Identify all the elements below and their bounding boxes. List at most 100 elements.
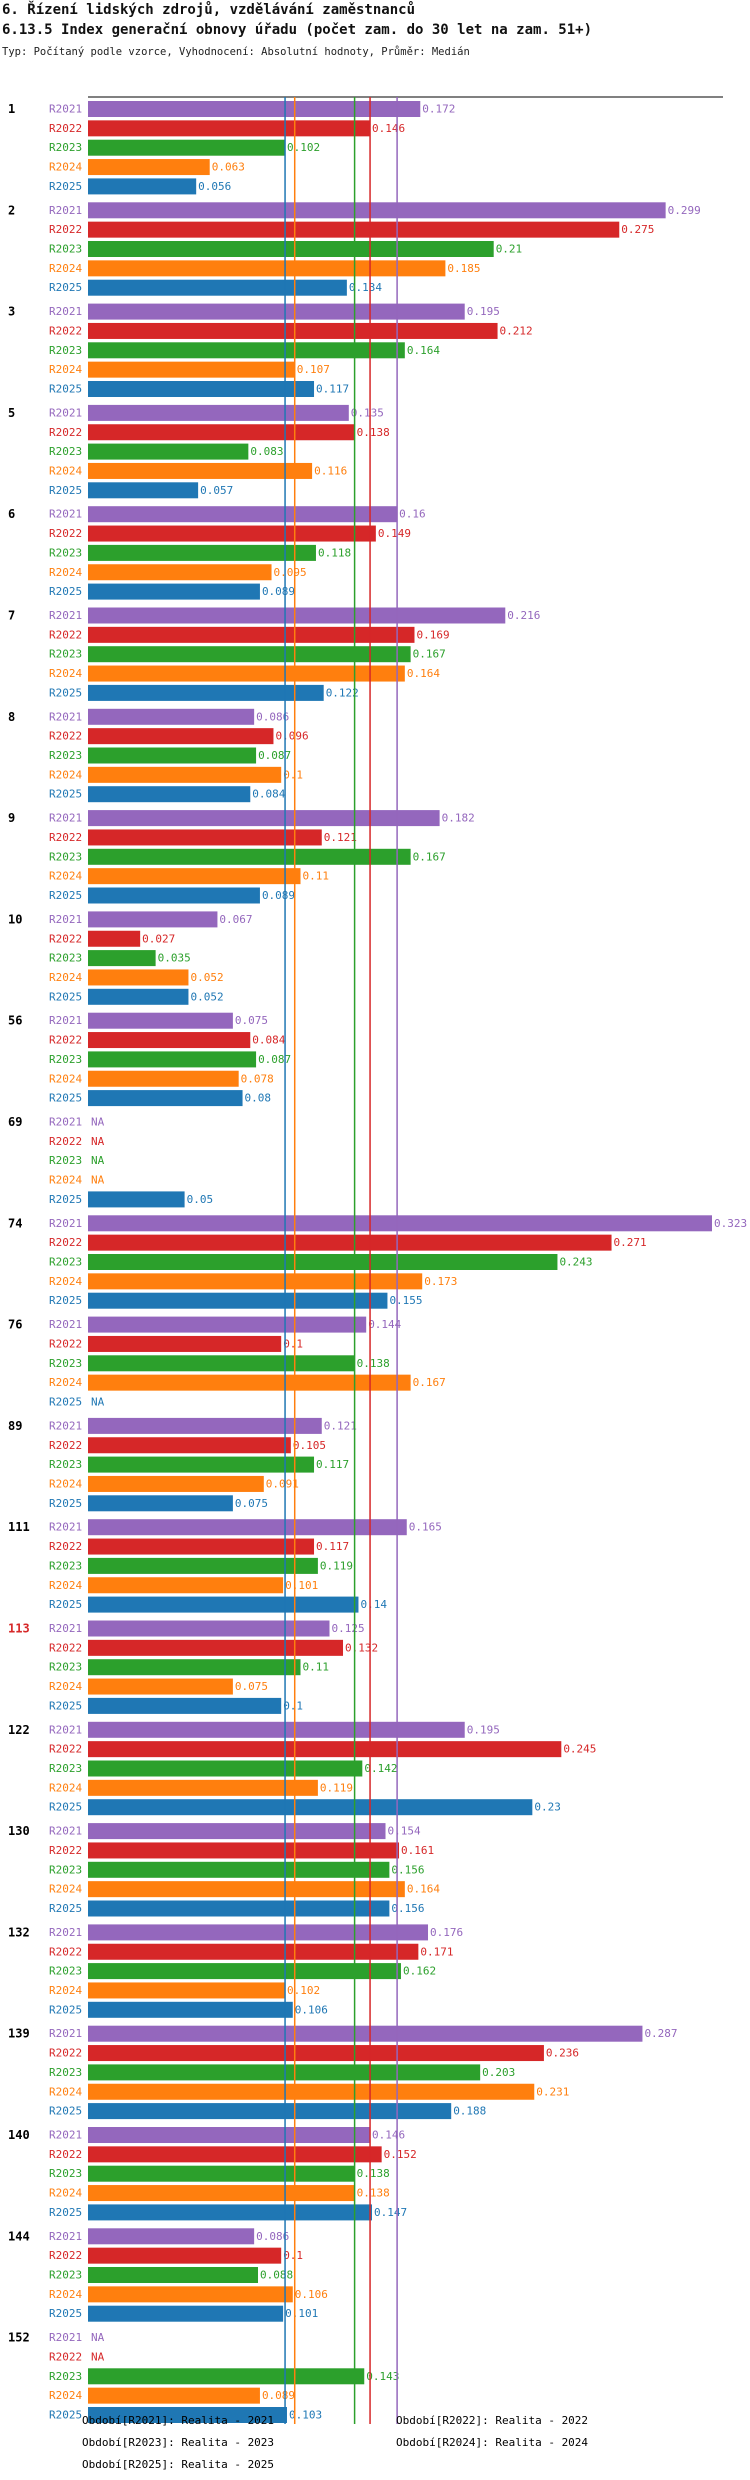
group-label-140: 140 <box>8 2128 30 2142</box>
bar-89-r2022 <box>88 1437 291 1454</box>
value-label-113-r2023: 0.11 <box>303 1661 330 1674</box>
group-label-74: 74 <box>8 1216 22 1230</box>
value-label-130-r2024: 0.164 <box>407 1883 440 1896</box>
bar-8-r2024 <box>88 766 282 783</box>
value-label-10-r2022: 0.027 <box>142 932 175 945</box>
value-label-9-r2021: 0.182 <box>442 812 475 825</box>
series-label-140-r2025: R2025 <box>49 2206 82 2219</box>
value-label-111-r2024: 0.101 <box>285 1579 318 1592</box>
value-label-76-r2025: NA <box>91 1396 105 1409</box>
series-label-5-r2021: R2021 <box>49 406 82 419</box>
value-label-130-r2022: 0.161 <box>401 1844 434 1857</box>
series-label-3-r2022: R2022 <box>49 324 82 337</box>
value-label-113-r2024: 0.075 <box>235 1680 268 1693</box>
bar-130-r2022 <box>88 1842 400 1859</box>
value-label-130-r2023: 0.156 <box>391 1863 424 1876</box>
series-label-10-r2021: R2021 <box>49 913 82 926</box>
series-label-76-r2024: R2024 <box>49 1376 82 1389</box>
bar-111-r2025 <box>88 1596 359 1613</box>
bar-3-r2021 <box>88 303 465 320</box>
value-label-140-r2022: 0.152 <box>384 2148 417 2161</box>
series-label-89-r2022: R2022 <box>49 1439 82 1452</box>
value-label-9-r2025: 0.089 <box>262 889 295 902</box>
value-label-2-r2021: 0.299 <box>668 204 701 217</box>
series-label-2-r2021: R2021 <box>49 204 82 217</box>
value-label-1-r2025: 0.056 <box>198 180 231 193</box>
value-label-113-r2022: 0.132 <box>345 1641 378 1654</box>
series-label-69-r2023: R2023 <box>49 1154 82 1167</box>
bar-10-r2025 <box>88 988 189 1005</box>
bar-6-r2022 <box>88 525 376 542</box>
series-label-139-r2021: R2021 <box>49 2027 82 2040</box>
value-label-144-r2021: 0.086 <box>256 2230 289 2243</box>
bar-144-r2022 <box>88 2247 282 2264</box>
bar-2-r2021 <box>88 202 666 219</box>
series-label-111-r2024: R2024 <box>49 1579 82 1592</box>
bar-113-r2024 <box>88 1678 233 1695</box>
bar-130-r2025 <box>88 1900 390 1917</box>
bar-140-r2021 <box>88 2127 371 2143</box>
series-label-3-r2025: R2025 <box>49 383 82 396</box>
value-label-2-r2024: 0.185 <box>447 262 480 275</box>
value-label-56-r2025: 0.08 <box>245 1092 272 1105</box>
bar-76-r2021 <box>88 1316 367 1333</box>
bar-130-r2023 <box>88 1861 390 1878</box>
bar-139-r2023 <box>88 2064 481 2081</box>
bar-69-r2025 <box>88 1191 185 1208</box>
bar-89-r2024 <box>88 1475 264 1492</box>
value-label-6-r2024: 0.095 <box>274 566 307 579</box>
series-label-5-r2022: R2022 <box>49 426 82 439</box>
value-label-89-r2022: 0.105 <box>293 1439 326 1452</box>
bar-8-r2022 <box>88 728 274 745</box>
bar-113-r2023 <box>88 1659 301 1676</box>
bar-111-r2022 <box>88 1538 315 1555</box>
value-label-69-r2021: NA <box>91 1116 105 1129</box>
value-label-74-r2025: 0.155 <box>389 1294 422 1307</box>
series-label-130-r2021: R2021 <box>49 1825 82 1838</box>
value-label-74-r2022: 0.271 <box>614 1236 647 1249</box>
bar-132-r2021 <box>88 1924 429 1941</box>
bar-74-r2024 <box>88 1273 423 1290</box>
value-label-111-r2025: 0.14 <box>360 1598 387 1611</box>
bar-2-r2022 <box>88 221 620 238</box>
bar-8-r2025 <box>88 786 251 803</box>
value-label-132-r2024: 0.102 <box>287 1984 320 1997</box>
value-label-5-r2022: 0.138 <box>357 426 390 439</box>
value-label-139-r2022: 0.236 <box>546 2047 579 2060</box>
value-label-152-r2021: NA <box>91 2331 105 2344</box>
series-label-3-r2024: R2024 <box>49 363 82 376</box>
series-label-132-r2023: R2023 <box>49 1965 82 1978</box>
series-label-69-r2022: R2022 <box>49 1135 82 1148</box>
legend-period-r2022: Období[R2022]: Realita - 2022 <box>396 2414 589 2427</box>
bar-2-r2024 <box>88 260 446 277</box>
value-label-1-r2024: 0.063 <box>212 161 245 174</box>
value-label-122-r2023: 0.142 <box>364 1762 397 1775</box>
value-label-5-r2024: 0.116 <box>314 464 347 477</box>
value-label-9-r2024: 0.11 <box>303 870 330 883</box>
value-label-152-r2023: 0.143 <box>366 2370 399 2383</box>
value-label-122-r2025: 0.23 <box>534 1801 561 1814</box>
value-label-152-r2025: 0.103 <box>289 2409 322 2422</box>
series-label-9-r2023: R2023 <box>49 850 82 863</box>
series-label-7-r2023: R2023 <box>49 648 82 661</box>
group-label-8: 8 <box>8 710 15 724</box>
bar-7-r2024 <box>88 665 405 682</box>
bar-56-r2021 <box>88 1012 233 1029</box>
bar-1-r2025 <box>88 178 197 195</box>
bar-1-r2022 <box>88 120 371 137</box>
value-label-111-r2022: 0.117 <box>316 1540 349 1553</box>
value-label-139-r2021: 0.287 <box>644 2027 677 2040</box>
bar-56-r2024 <box>88 1070 239 1087</box>
bar-10-r2022 <box>88 930 141 947</box>
bar-56-r2025 <box>88 1090 243 1107</box>
series-label-144-r2023: R2023 <box>49 2269 82 2282</box>
series-label-7-r2021: R2021 <box>49 609 82 622</box>
series-label-6-r2023: R2023 <box>49 546 82 559</box>
bar-10-r2021 <box>88 911 218 928</box>
value-label-140-r2021: 0.146 <box>372 2129 405 2142</box>
series-label-152-r2021: R2021 <box>49 2331 82 2344</box>
group-label-144: 144 <box>8 2229 30 2243</box>
series-label-89-r2023: R2023 <box>49 1458 82 1471</box>
bar-1-r2023 <box>88 139 286 156</box>
